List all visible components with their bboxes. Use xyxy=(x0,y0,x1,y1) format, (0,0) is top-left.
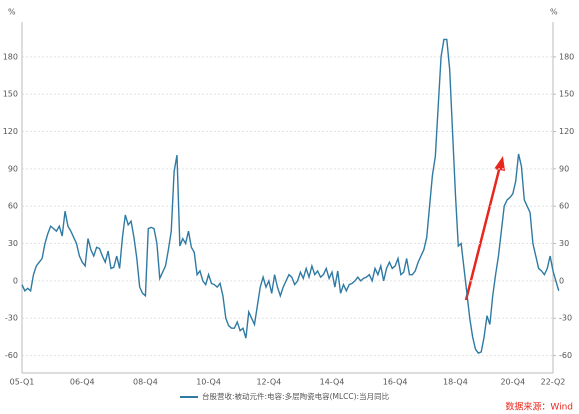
x-tick-label: 16-Q4 xyxy=(383,378,408,387)
y-tick-label: -30 xyxy=(5,314,18,323)
x-tick-label: 20-Q4 xyxy=(500,378,525,387)
y-tick-label: 150 xyxy=(3,90,18,99)
x-tick-label: 08-Q4 xyxy=(133,378,158,387)
x-tick-label: 06-Q4 xyxy=(70,378,95,387)
y2-tick-label: 90 xyxy=(559,164,569,173)
y-tick-label: -60 xyxy=(5,351,18,360)
x-tick-label: 22-Q2 xyxy=(541,378,566,387)
y2-tick-label: 60 xyxy=(559,202,569,211)
annotation-arrow xyxy=(464,165,502,301)
source: 数据来源：Wind xyxy=(505,401,573,413)
y-tick-label: 180 xyxy=(3,52,18,61)
y-tick-label: 30 xyxy=(8,239,18,248)
x-tick-label: 10-Q4 xyxy=(196,378,221,387)
y2-tick-label: -30 xyxy=(559,314,572,323)
x-tick-label: 18-Q4 xyxy=(443,378,468,387)
y2-tick-label: 150 xyxy=(559,90,574,99)
y2-tick-label: -60 xyxy=(559,351,572,360)
legend-label: 台股营收:被动元件:电容:多层陶瓷电容(MLCC):当月同比 xyxy=(202,391,390,401)
y-tick-label: 60 xyxy=(8,202,18,211)
y2-tick-label: 30 xyxy=(559,239,569,248)
y-tick-label: 120 xyxy=(3,127,18,136)
y2-tick-label: 120 xyxy=(559,127,574,136)
y-unit: % xyxy=(8,8,16,17)
y-tick-label: 90 xyxy=(8,164,18,173)
annotation-arrowhead xyxy=(494,156,505,171)
y2-tick-label: 180 xyxy=(559,52,574,61)
y2-unit: % xyxy=(550,8,558,17)
x-tick-label: 12-Q4 xyxy=(256,378,281,387)
x-tick-label: 05-Q1 xyxy=(10,378,35,387)
x-tick-label: 14-Q4 xyxy=(320,378,345,387)
line-series xyxy=(21,38,560,354)
y-tick-label: 0 xyxy=(13,276,18,285)
y2-tick-label: 0 xyxy=(559,276,564,285)
